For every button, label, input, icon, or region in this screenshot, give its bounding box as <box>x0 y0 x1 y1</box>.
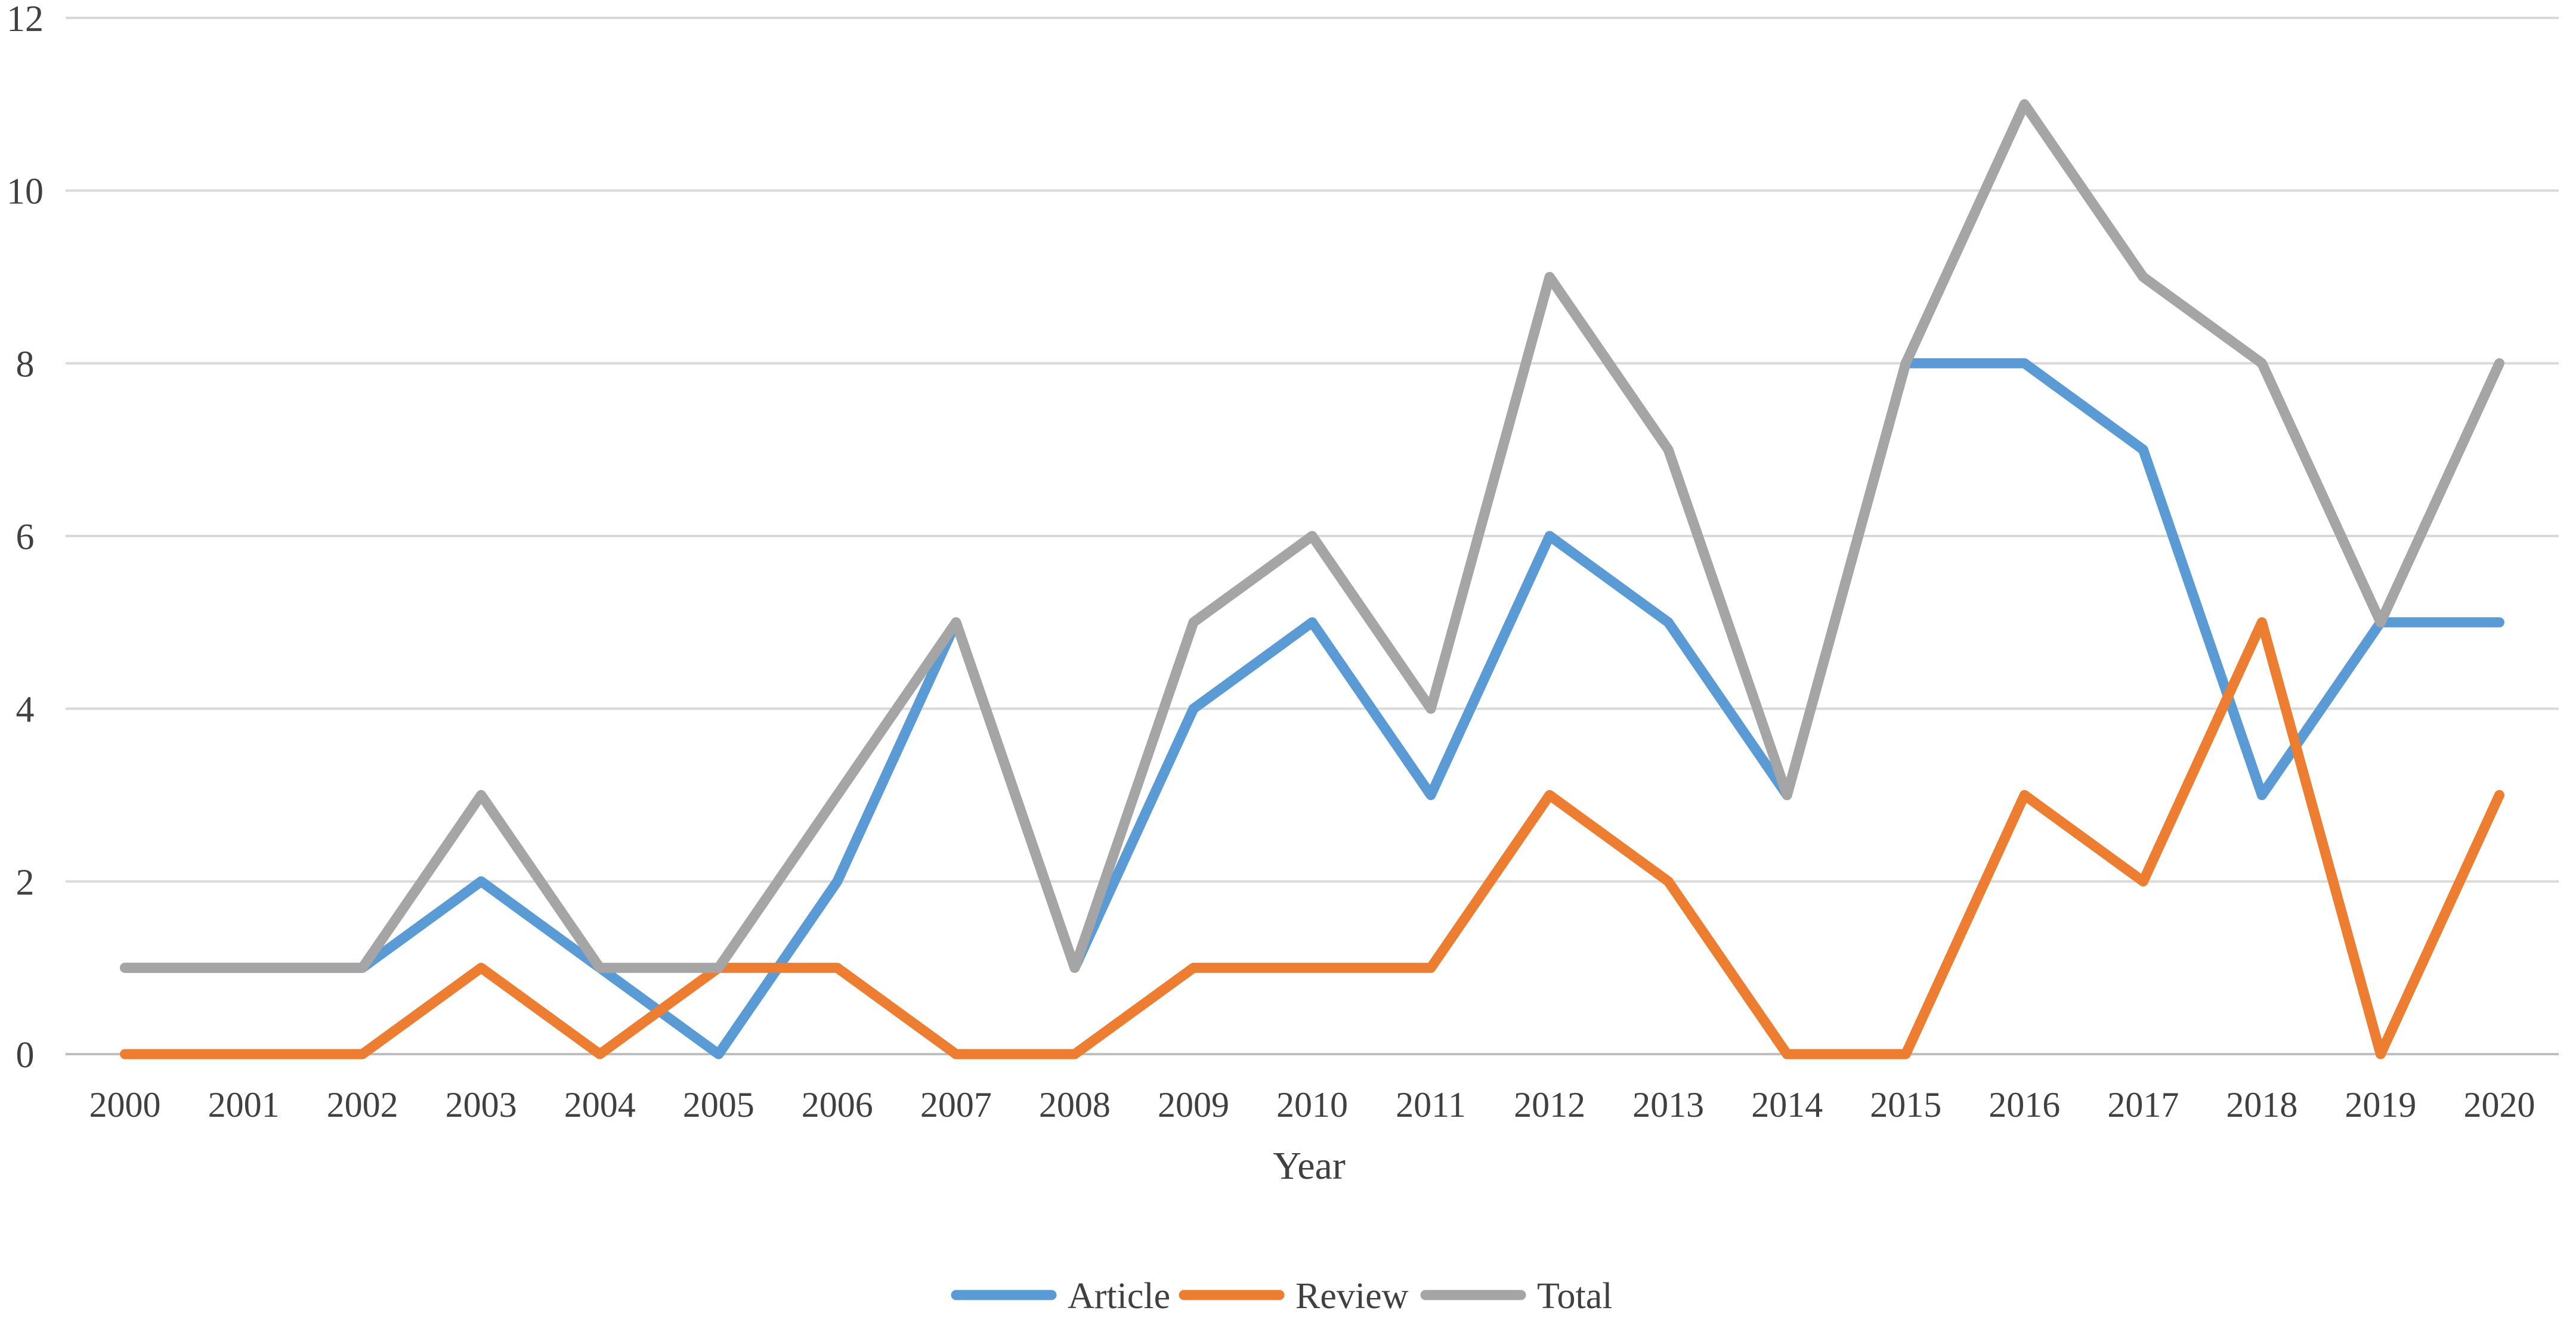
y-tick-label: 4 <box>16 690 35 730</box>
x-tick-label: 2010 <box>1276 1085 1348 1124</box>
x-axis-ticks: 2000 2001 2002 2003 2004 2005 2006 2007 2008 2009… <box>89 1085 2535 1124</box>
x-tick-label: 2005 <box>683 1085 754 1124</box>
x-tick-label: 2017 <box>2107 1085 2179 1124</box>
x-tick-label: 2012 <box>1514 1085 1585 1124</box>
x-tick-label: 2003 <box>446 1085 517 1124</box>
x-tick-label: 2015 <box>1870 1085 1941 1124</box>
x-tick-label: 2004 <box>564 1085 636 1124</box>
y-tick-label: 10 <box>7 172 44 212</box>
y-tick-label: 6 <box>16 517 35 557</box>
x-tick-label: 2008 <box>1039 1085 1111 1124</box>
y-tick-label: 2 <box>16 862 35 903</box>
y-tick-label: 0 <box>16 1035 35 1076</box>
x-tick-label: 2001 <box>208 1085 280 1124</box>
series-line-article <box>120 358 2504 1060</box>
x-tick-label: 2013 <box>1632 1085 1704 1124</box>
x-tick-label: 2019 <box>2345 1085 2416 1124</box>
x-tick-label: 2000 <box>89 1085 161 1124</box>
x-tick-label: 2006 <box>802 1085 873 1124</box>
x-tick-label: 2009 <box>1158 1085 1229 1124</box>
y-tick-label: 12 <box>7 0 44 39</box>
x-tick-label: 2020 <box>2463 1085 2535 1124</box>
legend: Article Review Total <box>951 1276 1613 1316</box>
y-axis-ticks: 0 2 4 6 8 10 12 <box>7 0 44 1076</box>
series-line-total <box>120 99 2504 973</box>
legend-label-article: Article <box>1068 1276 1170 1316</box>
x-tick-label: 2002 <box>327 1085 398 1124</box>
legend-label-total: Total <box>1537 1276 1613 1316</box>
series-lines <box>120 99 2504 1060</box>
y-tick-label: 8 <box>16 344 35 385</box>
series-line-review <box>120 617 2504 1060</box>
x-axis-label: Year <box>1273 1144 1346 1188</box>
x-tick-label: 2018 <box>2226 1085 2297 1124</box>
x-tick-label: 2016 <box>1989 1085 2060 1124</box>
x-tick-label: 2014 <box>1751 1085 1823 1124</box>
x-tick-label: 2011 <box>1396 1085 1466 1124</box>
x-tick-label: 2007 <box>920 1085 992 1124</box>
legend-label-review: Review <box>1295 1276 1409 1316</box>
